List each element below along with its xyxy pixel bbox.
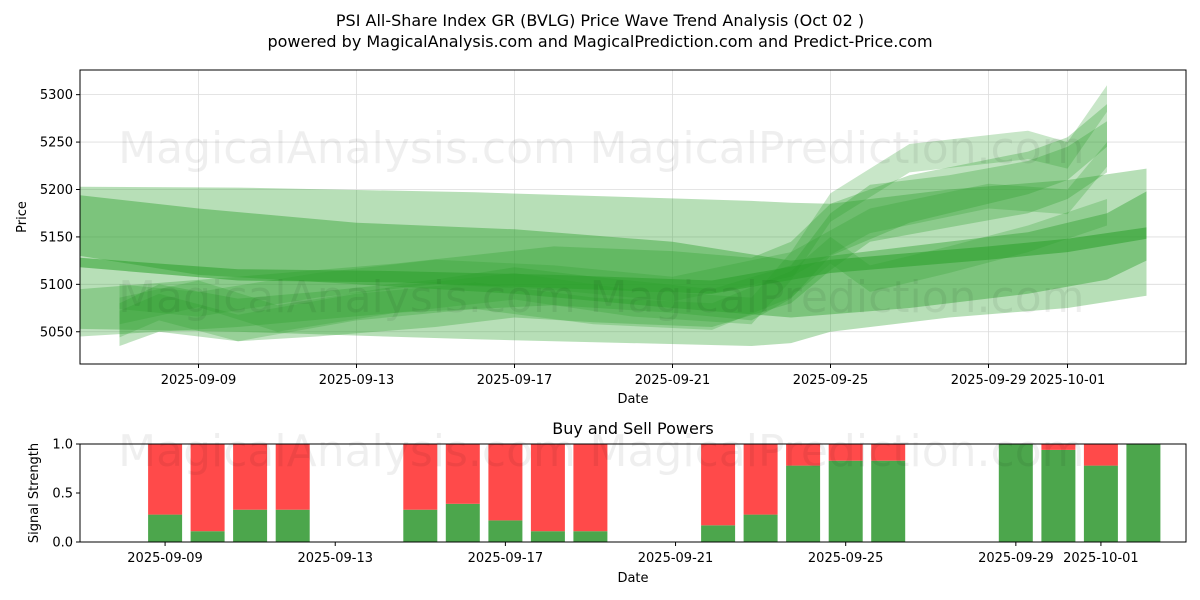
- power-panel: Buy and Sell Powers MagicalAnalysis.com …: [27, 419, 1187, 586]
- buy-power-bar: [786, 465, 821, 542]
- price-band-trend-center: [80, 227, 1147, 294]
- price-band-mid-band-2: [119, 121, 1107, 346]
- buy-power-bar: [488, 520, 523, 542]
- buy-power-bar: [233, 509, 268, 542]
- price-x-tick-label: 2025-09-21: [635, 373, 711, 388]
- buy-power-bar: [998, 444, 1033, 542]
- buy-power-bar: [1083, 465, 1118, 542]
- sell-power-bar: [190, 444, 225, 532]
- sell-power-bar: [403, 444, 438, 510]
- sell-power-bar: [1041, 444, 1076, 450]
- watermark-prediction-bottom: MagicalPrediction.com: [590, 426, 1085, 477]
- price-x-tick-label: 2025-09-09: [161, 373, 237, 388]
- price-x-tick-label: 2025-09-25: [793, 373, 869, 388]
- sell-power-bar: [701, 444, 736, 526]
- price-x-tick-label: 2025-09-13: [319, 373, 395, 388]
- power-x-tick-label: 2025-09-13: [297, 551, 373, 566]
- price-y-axis-label: Price: [15, 201, 30, 233]
- price-x-ticks: 2025-09-09 2025-09-13 2025-09-17 2025-09-21…: [161, 364, 1106, 388]
- price-y-tick-label: 5200: [40, 183, 73, 198]
- sell-power-bar: [1083, 444, 1118, 466]
- power-x-tick-label: 2025-09-21: [638, 551, 714, 566]
- power-x-tick-label: 2025-09-25: [808, 551, 884, 566]
- power-x-tick-label: 2025-10-01: [1063, 551, 1139, 566]
- watermark-prediction-top: MagicalPrediction.com: [590, 123, 1085, 174]
- price-x-tick-label: 2025-09-29: [951, 373, 1027, 388]
- chart-subtitle: powered by MagicalAnalysis.com and Magic…: [267, 32, 932, 51]
- power-x-axis-label: Date: [617, 571, 648, 586]
- sell-power-bar: [233, 444, 268, 510]
- power-y-tick-label: 1.0: [52, 438, 73, 453]
- sell-power-bar: [743, 444, 778, 515]
- power-x-tick-label: 2025-09-09: [127, 551, 203, 566]
- sell-power-bar: [573, 444, 608, 532]
- power-x-ticks: 2025-09-09 2025-09-13 2025-09-17 2025-09-21…: [127, 542, 1139, 566]
- watermark-analysis-mid: MagicalAnalysis.com: [118, 272, 576, 323]
- buy-power-bar: [743, 514, 778, 542]
- price-x-tick-label: 2025-09-17: [477, 373, 553, 388]
- price-panel: MagicalAnalysis.com MagicalPrediction.co…: [15, 69, 1187, 407]
- buy-power-bar: [1126, 444, 1161, 542]
- watermark-analysis-top: MagicalAnalysis.com: [118, 123, 576, 174]
- buy-power-bar: [190, 531, 225, 542]
- buy-power-bar: [1041, 449, 1076, 542]
- watermark-prediction-mid: MagicalPrediction.com: [590, 272, 1085, 323]
- power-y-tick-label: 0.5: [52, 487, 73, 502]
- chart-title: PSI All-Share Index GR (BVLG) Price Wave…: [336, 11, 864, 30]
- price-band-wide-band-1: [80, 168, 1147, 346]
- price-plot-frame: [79, 69, 1187, 365]
- price-y-tick-label: 5150: [40, 230, 73, 245]
- power-x-tick-label: 2025-09-17: [468, 551, 544, 566]
- price-x-axis-label: Date: [617, 392, 648, 407]
- buy-power-bar: [275, 509, 310, 542]
- price-x-tick-label: 2025-10-01: [1030, 373, 1106, 388]
- price-y-tick-label: 5250: [40, 136, 73, 151]
- watermark-analysis-bottom: MagicalAnalysis.com: [118, 426, 576, 477]
- price-band-wide-band-2: [80, 191, 1147, 318]
- sell-power-bar: [871, 444, 906, 461]
- sell-power-bar: [786, 444, 821, 466]
- power-bars: [148, 444, 1161, 542]
- power-y-tick-label: 0.0: [52, 536, 73, 551]
- sell-power-bar: [445, 444, 480, 504]
- price-y-tick-label: 5100: [40, 278, 73, 293]
- price-y-tick-label: 5050: [40, 325, 73, 340]
- sell-power-bar: [488, 444, 523, 521]
- price-y-tick-label: 5300: [40, 88, 73, 103]
- price-band-thin-band-1: [119, 85, 1107, 332]
- buy-power-bar: [530, 531, 565, 542]
- price-plot-area: [80, 70, 1186, 364]
- sell-power-bar: [275, 444, 310, 510]
- power-x-tick-label: 2025-09-29: [978, 551, 1054, 566]
- buy-power-bar: [573, 531, 608, 542]
- sell-power-bar: [828, 444, 863, 461]
- buy-power-bar: [403, 509, 438, 542]
- price-band-thin-band-2: [119, 199, 1107, 342]
- power-plot-frame: [79, 443, 1187, 543]
- buy-power-bar: [871, 460, 906, 542]
- power-chart-title: Buy and Sell Powers: [552, 419, 714, 438]
- price-wave-bands: [80, 85, 1147, 346]
- power-y-axis-label: Signal Strength: [27, 443, 42, 543]
- price-gridlines: [80, 70, 1186, 364]
- buy-power-bar: [445, 503, 480, 542]
- buy-power-bar: [828, 460, 863, 542]
- sell-power-bar: [148, 444, 183, 515]
- sell-power-bar: [530, 444, 565, 532]
- buy-power-bar: [701, 525, 736, 542]
- price-y-ticks: 5050 5100 5150 5200 5250 5300: [40, 88, 80, 340]
- buy-power-bar: [148, 514, 183, 542]
- power-y-ticks: 0.0 0.5 1.0: [52, 438, 80, 551]
